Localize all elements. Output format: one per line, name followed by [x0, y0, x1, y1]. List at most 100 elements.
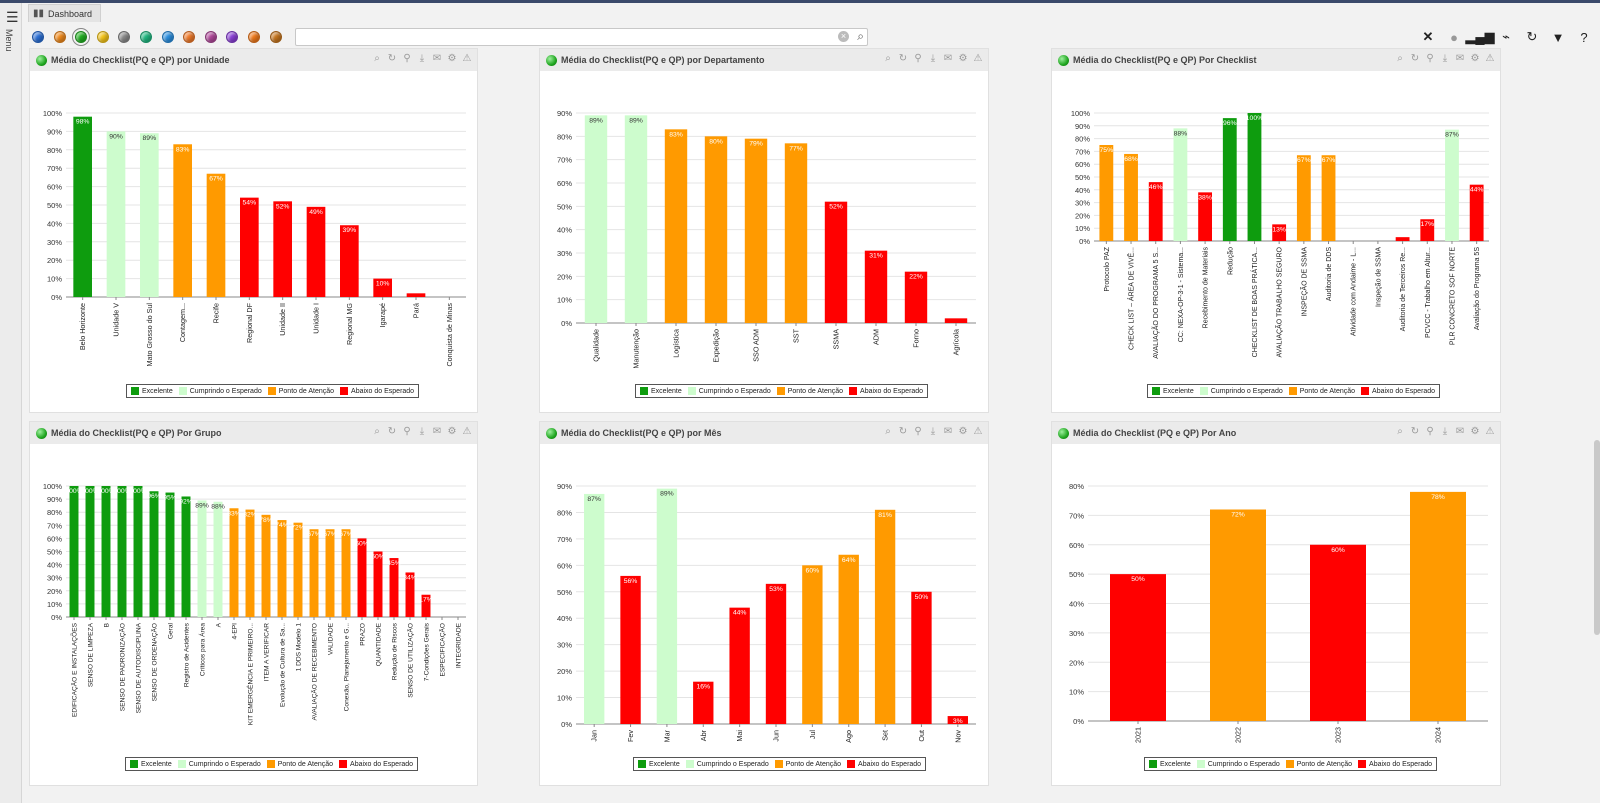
warning-icon[interactable]: ⚠: [1485, 53, 1495, 64]
color-filter-6[interactable]: [140, 31, 152, 43]
bar[interactable]: [389, 558, 399, 617]
bar[interactable]: [802, 565, 823, 724]
bar[interactable]: [165, 492, 175, 617]
legend-item[interactable]: Ponto de Atenção: [266, 760, 333, 768]
gear-icon[interactable]: ⚙: [1470, 426, 1480, 437]
bar[interactable]: [864, 250, 888, 323]
legend-item[interactable]: Excelente: [638, 760, 680, 768]
legend-item[interactable]: Abaixo do Esperado: [339, 760, 413, 768]
bar[interactable]: [277, 520, 287, 617]
bar[interactable]: [421, 594, 431, 617]
bar[interactable]: [340, 225, 359, 297]
bar[interactable]: [117, 486, 127, 617]
color-filter-4[interactable]: [96, 31, 109, 43]
bar[interactable]: [1272, 224, 1287, 241]
pin-icon[interactable]: ⚲: [403, 426, 411, 437]
globe-icon[interactable]: ●: [1450, 29, 1458, 45]
gear-icon[interactable]: ⚙: [447, 53, 457, 64]
bar[interactable]: [240, 197, 259, 297]
bar[interactable]: [1222, 118, 1237, 241]
bar[interactable]: [1445, 129, 1459, 241]
gear-icon[interactable]: ⚙: [447, 426, 457, 437]
bar[interactable]: [1173, 128, 1188, 241]
color-filter-12[interactable]: [269, 31, 282, 43]
bar[interactable]: [261, 514, 271, 617]
bar[interactable]: [1110, 574, 1166, 721]
bar[interactable]: [693, 681, 714, 724]
bar[interactable]: [341, 529, 351, 617]
help-icon[interactable]: ?: [1580, 29, 1588, 45]
warning-icon[interactable]: ⚠: [973, 53, 983, 64]
search-icon[interactable]: ⌕: [885, 426, 891, 437]
legend-item[interactable]: Cumprindo o Esperado: [1196, 760, 1280, 768]
gear-icon[interactable]: ⚙: [958, 426, 968, 437]
mail-icon[interactable]: ✉: [432, 426, 442, 437]
bar[interactable]: [947, 716, 968, 724]
refresh-icon[interactable]: ↻: [387, 53, 397, 64]
bar[interactable]: [149, 491, 159, 617]
bar[interactable]: [85, 486, 95, 617]
search-icon[interactable]: ⌕: [374, 426, 380, 437]
mail-icon[interactable]: ✉: [943, 53, 953, 64]
bar[interactable]: [306, 206, 326, 297]
bar[interactable]: [656, 488, 678, 724]
bar[interactable]: [357, 538, 367, 617]
mail-icon[interactable]: ✉: [1455, 426, 1465, 437]
bar[interactable]: [293, 522, 303, 617]
bar[interactable]: [140, 133, 159, 297]
bar[interactable]: [373, 278, 392, 297]
bar[interactable]: [309, 529, 319, 617]
pin-icon[interactable]: ⚲: [1426, 53, 1434, 64]
mail-icon[interactable]: ✉: [943, 426, 953, 437]
search-icon[interactable]: ⌕: [857, 29, 864, 43]
bar[interactable]: [874, 509, 896, 724]
bar[interactable]: [229, 508, 239, 617]
legend-item[interactable]: Abaixo do Esperado: [1358, 760, 1432, 768]
filter-icon[interactable]: ▼: [1551, 29, 1565, 45]
warning-icon[interactable]: ⚠: [462, 426, 472, 437]
legend-item[interactable]: Excelente: [130, 760, 172, 768]
search-icon[interactable]: ⌕: [885, 53, 891, 64]
pulse-icon[interactable]: ⌁: [1502, 29, 1510, 44]
color-filter-8[interactable]: [183, 31, 196, 43]
warning-icon[interactable]: ⚠: [1485, 426, 1495, 437]
refresh-icon[interactable]: ↻: [1410, 426, 1420, 437]
legend-item[interactable]: Ponto de Atenção: [267, 387, 334, 395]
bar[interactable]: [584, 493, 605, 724]
color-filter-2[interactable]: [53, 31, 66, 43]
legend-item[interactable]: Ponto de Atenção: [1288, 387, 1355, 395]
bar[interactable]: [101, 486, 111, 617]
menu-label[interactable]: Menu: [4, 29, 14, 52]
warning-icon[interactable]: ⚠: [462, 53, 472, 64]
search-input[interactable]: × ⌕: [295, 28, 868, 46]
search-icon[interactable]: ⌕: [374, 53, 380, 64]
legend-item[interactable]: Excelente: [131, 387, 173, 395]
refresh-icon[interactable]: ↻: [898, 426, 908, 437]
bar[interactable]: [1099, 145, 1114, 241]
color-filter-1[interactable]: [32, 31, 44, 43]
download-icon[interactable]: ⤓: [419, 53, 425, 64]
bar[interactable]: [838, 554, 859, 724]
bar[interactable]: [173, 144, 192, 297]
legend-item[interactable]: Ponto de Atenção: [776, 387, 843, 395]
bar[interactable]: [133, 486, 143, 617]
bar[interactable]: [704, 136, 728, 323]
color-filter-7[interactable]: [161, 31, 174, 43]
download-icon[interactable]: ⤓: [419, 426, 425, 437]
legend-item[interactable]: Abaixo do Esperado: [847, 760, 921, 768]
bar[interactable]: [197, 500, 207, 617]
legend-item[interactable]: Cumprindo o Esperado: [687, 387, 771, 395]
legend-item[interactable]: Abaixo do Esperado: [1361, 387, 1435, 395]
mail-icon[interactable]: ✉: [432, 53, 442, 64]
bar[interactable]: [245, 509, 255, 617]
bar[interactable]: [624, 115, 648, 323]
legend-item[interactable]: Excelente: [1152, 387, 1194, 395]
legend-item[interactable]: Cumprindo o Esperado: [177, 760, 261, 768]
bar[interactable]: [765, 583, 787, 724]
download-icon[interactable]: ⤓: [1442, 53, 1448, 64]
tab-dashboard[interactable]: ▮▮ Dashboard: [28, 4, 102, 22]
legend-item[interactable]: Excelente: [1149, 760, 1191, 768]
bar[interactable]: [1310, 544, 1366, 721]
bar[interactable]: [1198, 192, 1213, 241]
legend-item[interactable]: Cumprindo o Esperado: [685, 760, 769, 768]
